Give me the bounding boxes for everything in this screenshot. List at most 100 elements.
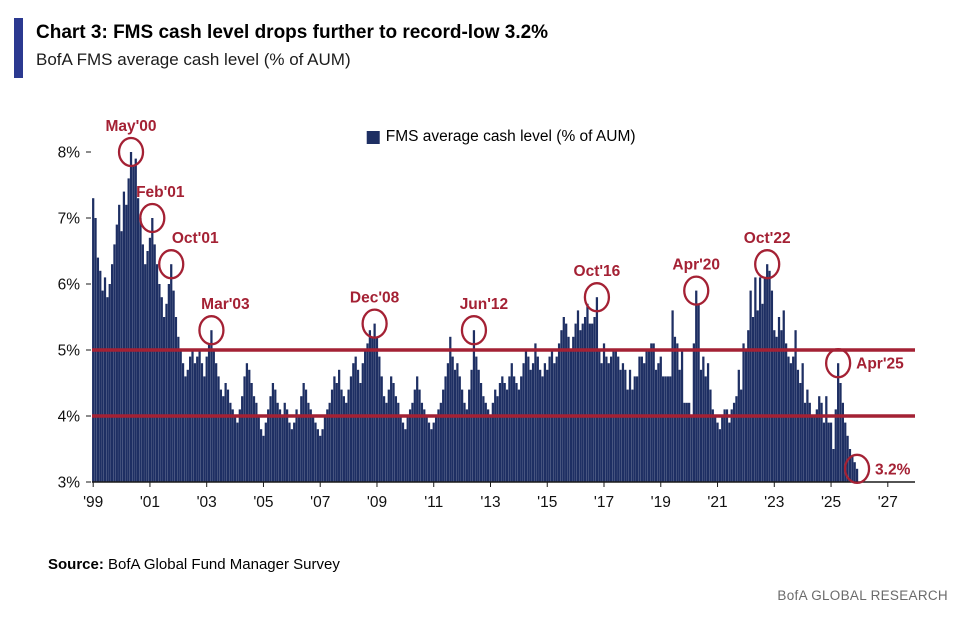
bar: [605, 356, 608, 482]
annotation-circle: [824, 348, 852, 379]
x-tick-label: '17: [594, 494, 614, 511]
bar: [621, 363, 625, 482]
source-line: Source: BofA Global Fund Manager Survey: [48, 556, 340, 573]
bar: [174, 317, 178, 482]
x-tick-label: '23: [764, 494, 784, 511]
bar: [375, 336, 379, 482]
bar: [418, 389, 421, 482]
bar: [382, 396, 386, 482]
bar: [255, 402, 258, 482]
bar: [338, 369, 341, 482]
source-text: BofA Global Fund Manager Survey: [103, 556, 340, 573]
bar: [316, 429, 319, 482]
bar: [806, 389, 809, 482]
bar: [848, 449, 852, 482]
bar: [503, 383, 506, 482]
annotation-label: Oct'01: [172, 230, 219, 247]
bar: [158, 284, 161, 482]
annotation: Dec'08: [350, 290, 400, 339]
bar: [475, 356, 478, 482]
bar: [172, 290, 175, 482]
bar: [106, 297, 109, 482]
bar: [385, 402, 388, 482]
bar: [567, 336, 570, 482]
bar: [595, 297, 599, 482]
bar: [676, 343, 679, 482]
annotation-label: 3.2%: [875, 461, 911, 478]
bar: [439, 402, 442, 482]
bar: [309, 409, 312, 482]
bar: [224, 383, 227, 482]
bar: [250, 383, 253, 482]
bar: [231, 409, 234, 482]
annotation-label: Mar'03: [201, 296, 250, 313]
bar: [706, 363, 710, 482]
bar: [281, 416, 284, 482]
bar: [737, 369, 740, 482]
bar: [827, 422, 830, 482]
bar: [834, 409, 837, 482]
bar: [513, 376, 516, 482]
bar: [494, 389, 497, 482]
bar: [579, 330, 582, 482]
bar: [144, 264, 147, 482]
y-tick-label: 5%: [58, 343, 81, 360]
legend-label: FMS average cash level (% of AUM): [385, 128, 636, 145]
bar: [472, 330, 476, 482]
bar: [413, 389, 416, 482]
x-tick-label: '25: [821, 494, 841, 511]
bar: [347, 389, 350, 482]
bar: [420, 402, 424, 482]
annotations: May'00 Feb'01 Oct'01 Mar'03 Dec'08 Jun'12 Oct'…: [105, 118, 911, 484]
bar: [110, 264, 114, 482]
bar: [617, 356, 620, 482]
x-tick-label: '09: [367, 494, 387, 511]
bar: [586, 303, 589, 482]
bar: [115, 224, 118, 482]
bar: [536, 356, 539, 482]
bar: [742, 343, 745, 482]
bar: [491, 402, 494, 482]
bar: [704, 376, 707, 482]
bar: [799, 383, 802, 482]
annotation: Apr'20: [672, 257, 720, 306]
annotation-circle: [583, 282, 611, 313]
bar: [423, 409, 426, 482]
bar: [127, 178, 130, 482]
annotation: 3.2%: [843, 453, 911, 484]
bar: [562, 317, 565, 482]
bar: [219, 389, 223, 482]
bar: [652, 343, 655, 482]
bar: [366, 343, 369, 482]
cash-level-chart: 3%4%5%6%7%8%'99'01'03'05'07'09'11'13'15 '…: [58, 118, 915, 511]
bar: [626, 389, 629, 482]
bar: [193, 363, 196, 482]
bar: [695, 290, 698, 482]
bar: [498, 383, 502, 482]
bar: [118, 204, 121, 483]
y-axis: 3% 4% 5% 6% 7% 8%: [58, 145, 91, 492]
bar: [207, 343, 211, 482]
bar: [120, 231, 123, 482]
bar: [770, 290, 774, 482]
bar: [777, 317, 781, 482]
bar: [148, 237, 152, 482]
bar: [463, 402, 466, 482]
bar: [534, 343, 537, 482]
bar: [163, 317, 166, 482]
bar: [264, 422, 267, 482]
bar: [602, 343, 606, 482]
bar: [170, 264, 173, 482]
bar: [801, 363, 804, 482]
bar: [654, 369, 658, 482]
bar: [657, 363, 660, 482]
bar: [787, 356, 790, 482]
bar: [184, 376, 187, 482]
bar: [285, 409, 289, 482]
bar: [432, 422, 435, 482]
annotation-circle: [139, 202, 166, 234]
chart-legend: FMS average cash level (% of AUM): [366, 128, 636, 146]
bar: [775, 336, 778, 482]
bar: [458, 376, 461, 482]
bar: [470, 369, 473, 482]
